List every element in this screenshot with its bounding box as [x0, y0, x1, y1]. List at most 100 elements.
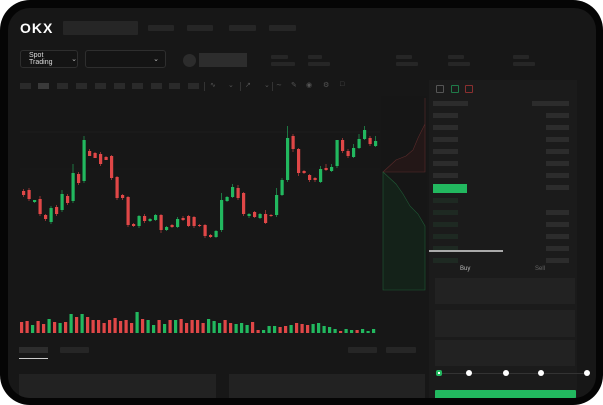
- candle: [22, 191, 26, 195]
- ask-size[interactable]: [546, 149, 569, 154]
- candle: [231, 187, 235, 197]
- timeframe-button[interactable]: [169, 83, 180, 89]
- tab-indicator: [429, 250, 503, 252]
- timeframe-button[interactable]: [151, 83, 162, 89]
- price-display: [199, 53, 247, 67]
- bid-size[interactable]: [546, 246, 569, 251]
- slider-mark[interactable]: [503, 370, 509, 376]
- tab-history[interactable]: [60, 347, 89, 353]
- timeframe-button-active[interactable]: [38, 83, 49, 89]
- orderbook-bids-icon[interactable]: [451, 85, 459, 93]
- slider-mark[interactable]: [466, 370, 472, 376]
- filter-button[interactable]: [348, 347, 377, 353]
- camera-icon[interactable]: ◉: [306, 82, 313, 89]
- volume-bar: [196, 320, 200, 333]
- bid-price[interactable]: [433, 210, 458, 215]
- bid-price[interactable]: [433, 222, 458, 227]
- indicator-icon[interactable]: ∿: [210, 82, 216, 89]
- orderbook-header[interactable]: [433, 101, 468, 106]
- bid-price[interactable]: [433, 246, 458, 251]
- ask-size[interactable]: [546, 185, 569, 190]
- pencil-icon[interactable]: ✎: [291, 82, 297, 89]
- ask-size[interactable]: [546, 137, 569, 142]
- market-dropdown-label: Spot Trading: [29, 52, 53, 66]
- ask-size[interactable]: [546, 161, 569, 166]
- nav-item[interactable]: [229, 25, 256, 31]
- candle: [159, 215, 163, 230]
- total-input[interactable]: [435, 340, 575, 366]
- amount-input[interactable]: [435, 310, 575, 337]
- chevron-down-icon[interactable]: ⌄: [228, 82, 234, 89]
- candle: [324, 168, 328, 170]
- bid-price[interactable]: [433, 198, 458, 203]
- candle: [346, 151, 350, 156]
- slider-mark[interactable]: [584, 370, 590, 376]
- timeframe-button[interactable]: [114, 83, 125, 89]
- slider-track[interactable]: [437, 373, 587, 374]
- volume-bar: [47, 319, 51, 333]
- ask-size[interactable]: [546, 113, 569, 118]
- volume-bar: [300, 324, 304, 333]
- volume-bar: [322, 326, 326, 333]
- ask-price[interactable]: [433, 125, 458, 130]
- ask-price[interactable]: [433, 137, 458, 142]
- orderbook-header[interactable]: [532, 101, 569, 106]
- volume-bar: [152, 325, 156, 333]
- ask-size[interactable]: [546, 173, 569, 178]
- timeframe-button[interactable]: [57, 83, 68, 89]
- bid-price[interactable]: [433, 234, 458, 239]
- search-bar[interactable]: [63, 21, 138, 35]
- order-panel: Buy Sell: [429, 80, 587, 398]
- orderbook-asks-icon[interactable]: [465, 85, 473, 93]
- candle: [363, 130, 367, 139]
- orderbook-both-icon[interactable]: [436, 85, 444, 93]
- tab-sell[interactable]: Sell: [535, 266, 546, 272]
- volume-bar: [91, 320, 95, 333]
- bid-size[interactable]: [546, 258, 569, 263]
- volume-bar: [119, 321, 123, 333]
- candle: [352, 148, 356, 157]
- candlestick-chart[interactable]: [8, 88, 428, 338]
- ask-price[interactable]: [433, 113, 458, 118]
- ask-price[interactable]: [433, 149, 458, 154]
- candle: [220, 200, 224, 230]
- slider-mark[interactable]: [538, 370, 544, 376]
- nav-item[interactable]: [148, 25, 174, 31]
- nav-item[interactable]: [269, 25, 296, 31]
- timeframe-button[interactable]: [188, 83, 199, 89]
- draw-icon[interactable]: ↗: [245, 82, 251, 89]
- filter-button[interactable]: [386, 347, 416, 353]
- bid-size[interactable]: [546, 222, 569, 227]
- pair-dropdown[interactable]: ⌄: [85, 50, 166, 68]
- line-icon[interactable]: ∼: [276, 82, 282, 89]
- tab-buy[interactable]: Buy: [460, 266, 471, 272]
- ask-price[interactable]: [433, 173, 458, 178]
- fullscreen-icon[interactable]: □: [340, 81, 345, 88]
- candle: [269, 215, 273, 216]
- timeframe-button[interactable]: [20, 83, 31, 89]
- chevron-down-icon: ⌄: [153, 56, 159, 63]
- timeframe-button[interactable]: [132, 83, 143, 89]
- tab-open-orders[interactable]: [19, 347, 48, 353]
- settings-icon[interactable]: ⚙: [323, 82, 330, 89]
- okx-logo[interactable]: OKX: [20, 20, 54, 36]
- timeframe-button[interactable]: [95, 83, 106, 89]
- bid-price[interactable]: [433, 258, 458, 263]
- volume-bar: [229, 323, 233, 333]
- ask-size[interactable]: [546, 125, 569, 130]
- market-dropdown[interactable]: Spot Trading ⌄: [20, 50, 78, 68]
- nav-item[interactable]: [187, 25, 213, 31]
- slider-handle[interactable]: [436, 370, 442, 376]
- bid-size[interactable]: [546, 234, 569, 239]
- price-input[interactable]: [435, 278, 575, 304]
- assets-card: [229, 374, 425, 398]
- buy-button[interactable]: [435, 390, 576, 398]
- timeframe-button[interactable]: [76, 83, 87, 89]
- stat-label: [448, 55, 464, 59]
- mid-price[interactable]: [433, 184, 467, 193]
- bid-size[interactable]: [546, 210, 569, 215]
- volume-bar: [273, 326, 277, 333]
- volume-bar: [157, 320, 161, 333]
- chevron-down-icon[interactable]: ⌄: [264, 82, 270, 89]
- ask-price[interactable]: [433, 161, 458, 166]
